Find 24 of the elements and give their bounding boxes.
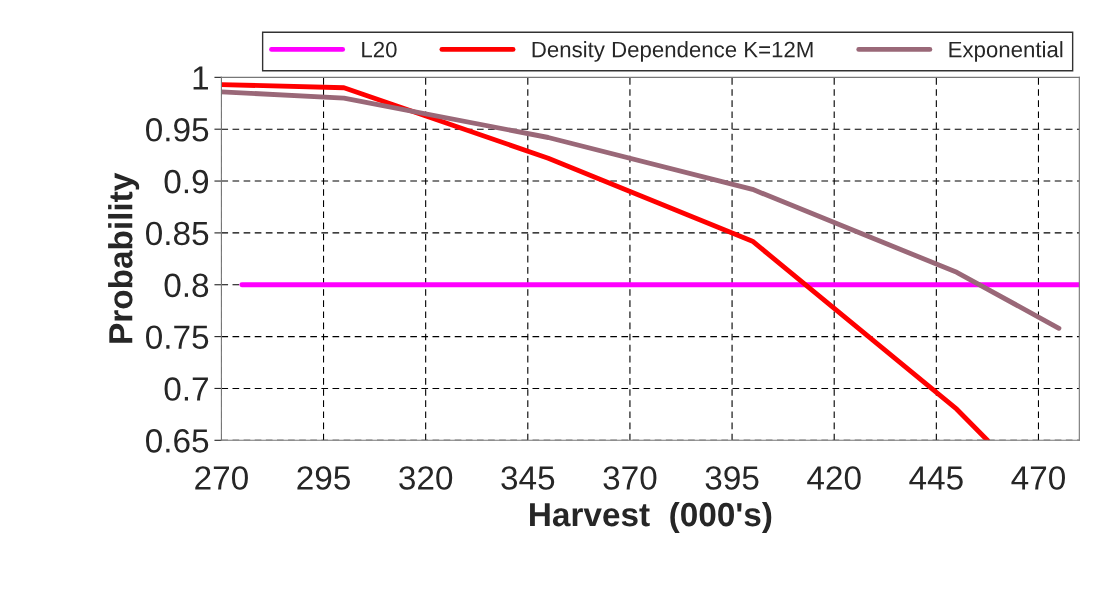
x-axis-title: Harvest (000's) bbox=[530, 501, 772, 533]
y-tick-label: 0.75 bbox=[146, 325, 209, 350]
x-tick-label: 445 bbox=[909, 466, 963, 490]
y-tick-label: 0.95 bbox=[146, 118, 209, 142]
y-tick-label: 0.85 bbox=[146, 221, 209, 246]
legend-label: Density Dependence K=12M bbox=[532, 41, 813, 62]
x-tick-label: 420 bbox=[807, 466, 861, 490]
y-tick-label: 0.7 bbox=[164, 377, 208, 401]
x-tick-label: 345 bbox=[501, 466, 555, 490]
x-tick-label: 320 bbox=[399, 466, 453, 490]
y-tick-label: 0.9 bbox=[164, 169, 209, 194]
x-tick-label: 295 bbox=[297, 466, 350, 490]
x-tick-label: 370 bbox=[603, 466, 657, 490]
y-tick-label: 0.65 bbox=[146, 429, 209, 453]
legend-label: Exponential bbox=[949, 41, 1063, 62]
y-tick-label: 1 bbox=[193, 66, 208, 90]
x-tick-label: 270 bbox=[195, 466, 248, 490]
legend-label: L20 bbox=[362, 41, 397, 58]
y-tick-label: 0.8 bbox=[164, 273, 209, 298]
x-tick-label: 395 bbox=[705, 466, 759, 490]
y-axis-title: Probability bbox=[108, 172, 140, 343]
line-series bbox=[221, 82, 990, 441]
line-series bbox=[221, 89, 1062, 331]
x-tick-label: 470 bbox=[1011, 466, 1065, 490]
